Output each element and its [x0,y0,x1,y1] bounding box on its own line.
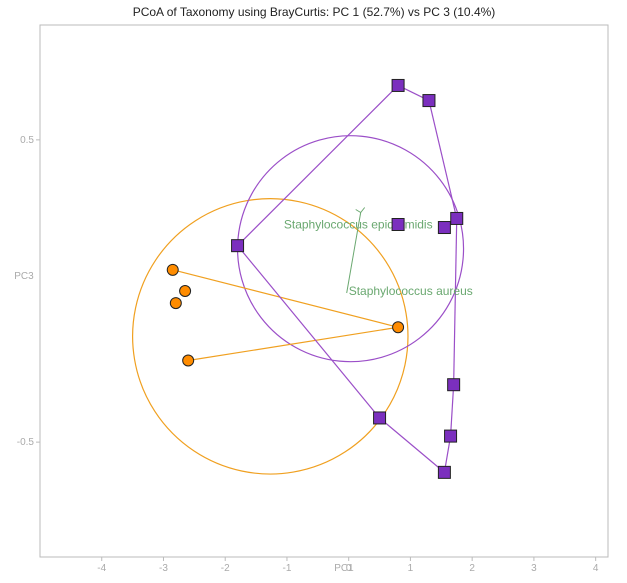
annotation-staphylococcus-aureus: Staphylococcus aureus [349,284,473,298]
x-tick-label: 1 [408,563,414,574]
y-axis-label: PC3 [14,271,34,282]
series-1-point [391,78,405,92]
series-0-point [166,263,179,276]
series-1-link [237,245,381,419]
series-1-point [391,218,405,231]
series-1-point [422,94,436,108]
y-tick-label: -0.5 [17,437,35,448]
series-1-link [379,417,445,473]
plot-frame [39,24,609,558]
x-axis-label: PC1 [334,563,354,574]
series-1-point [437,221,451,235]
y-tick-label: 0.5 [20,135,34,146]
points-layer [166,78,464,479]
annotation-arrow [346,212,362,294]
series-0-link [188,326,399,362]
x-tick-label: -2 [221,563,230,574]
series-0-point [169,297,182,310]
series-0-point [182,354,195,367]
series-1-point [447,378,461,392]
series-1-ellipse [236,135,465,363]
series-1-point [373,411,387,425]
chart-title: PCoA of Taxonomy using BrayCurtis: PC 1 … [133,5,496,19]
series-0-point [392,321,405,334]
x-tick-label: -3 [159,563,168,574]
series-0-point [179,285,192,297]
x-tick-label: 0 [346,563,352,574]
ellipses-layer [132,135,465,475]
series-1-link [428,100,458,219]
series-1-link [453,218,458,385]
series-1-point [437,465,451,479]
series-1-link [237,85,399,247]
series-1-link [449,384,455,437]
x-tick-label: -1 [283,563,292,574]
x-tick-label: 4 [593,563,599,574]
series-1-point [450,211,464,225]
series-0-link [172,269,399,328]
annotation-arrow-head [355,207,366,214]
series-1-point [231,239,245,253]
x-ticks: -4 -3 -2 -1 0 1 2 3 4 [97,557,599,574]
x-tick-label: 3 [531,563,537,574]
series-0-ellipse [132,198,409,475]
x-tick-label: 2 [469,563,475,574]
links-layer [172,84,458,473]
x-tick-label: -4 [97,563,106,574]
series-1-point [444,429,458,443]
y-ticks: -0.5 0.5 [17,135,40,448]
